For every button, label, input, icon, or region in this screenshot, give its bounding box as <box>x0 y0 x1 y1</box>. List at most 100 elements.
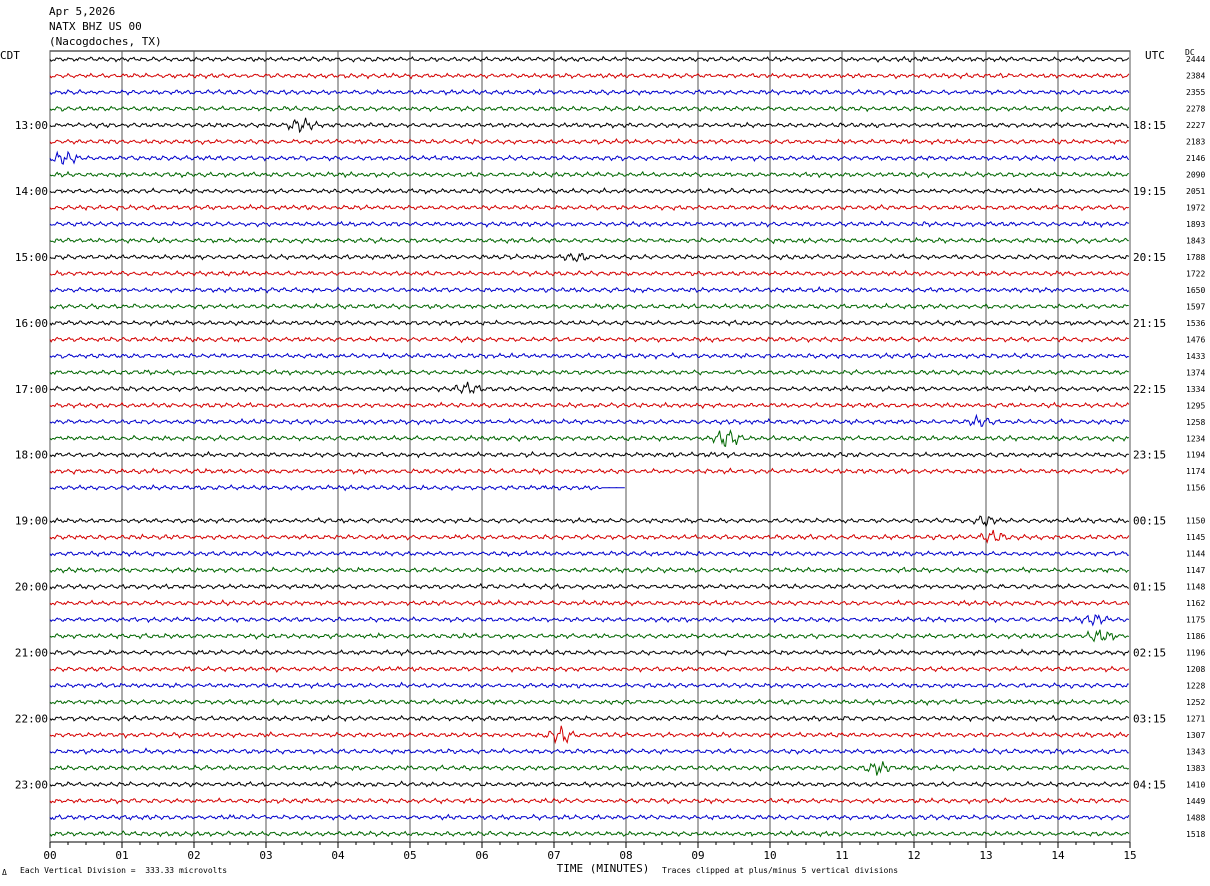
x-tick-label: 12 <box>907 849 920 862</box>
left-hour-label: 21:00 <box>15 646 48 659</box>
right-hour-label: 22:15 <box>1133 383 1166 396</box>
dc-value-label: 1488 <box>1186 813 1205 822</box>
left-timezone-label: CDT <box>0 49 20 62</box>
dc-value-label: 1893 <box>1186 220 1205 229</box>
right-hour-label: 20:15 <box>1133 251 1166 264</box>
dc-value-label: 1650 <box>1186 286 1205 295</box>
seismic-trace <box>49 72 1130 80</box>
dc-value-label: 1258 <box>1186 418 1205 427</box>
dc-value-label: 2090 <box>1186 171 1205 180</box>
dc-value-label: 2355 <box>1186 88 1205 97</box>
x-tick-label: 14 <box>1051 849 1065 862</box>
seismic-trace <box>49 302 1129 311</box>
dc-value-label: 1145 <box>1186 533 1205 542</box>
dc-value-label: 1433 <box>1186 352 1205 361</box>
dc-value-label: 1175 <box>1186 616 1205 625</box>
x-tick-label: 13 <box>979 849 992 862</box>
left-hour-label: 13:00 <box>15 119 48 132</box>
dc-value-label: 1150 <box>1186 517 1205 526</box>
seismic-trace <box>49 88 1130 96</box>
dc-value-label: 1374 <box>1186 368 1205 377</box>
seismic-trace <box>49 369 1129 376</box>
seismic-trace <box>49 515 1130 528</box>
dc-value-label: 2183 <box>1186 138 1205 147</box>
left-hour-label: 14:00 <box>15 185 48 198</box>
dc-value-label: 1271 <box>1186 714 1205 723</box>
dc-value-label: 1156 <box>1186 484 1205 493</box>
seismic-trace <box>49 747 1129 756</box>
right-hour-label: 03:15 <box>1133 712 1166 725</box>
seismic-trace <box>49 550 1129 558</box>
seismic-trace <box>49 450 1129 459</box>
right-hour-label: 23:15 <box>1133 449 1166 462</box>
x-tick-label: 15 <box>1123 849 1136 862</box>
seismic-trace <box>49 599 1130 607</box>
seismic-trace <box>49 813 1130 821</box>
seismic-trace <box>49 117 1129 134</box>
dc-value-label: 2051 <box>1186 187 1205 196</box>
clip-note: Traces clipped at plus/minus 5 vertical … <box>662 866 899 875</box>
left-hour-label: 15:00 <box>15 251 48 264</box>
left-hour-label: 17:00 <box>15 383 48 396</box>
dc-value-label: 2227 <box>1186 121 1205 130</box>
left-hour-label: 16:00 <box>15 317 48 330</box>
seismic-trace <box>49 725 1129 745</box>
seismic-trace <box>49 401 1130 410</box>
x-tick-label: 10 <box>763 849 776 862</box>
dc-label: DC <box>1185 48 1195 57</box>
dc-value-label: 2384 <box>1186 72 1205 81</box>
dc-value-label: 1252 <box>1186 698 1205 707</box>
dc-value-label: 1147 <box>1186 566 1205 575</box>
right-hour-label: 02:15 <box>1133 646 1166 659</box>
x-tick-label: 08 <box>619 849 632 862</box>
dc-value-label: 1343 <box>1186 747 1205 756</box>
seismic-trace <box>49 614 1130 627</box>
x-tick-label: 07 <box>547 849 560 862</box>
seismic-trace <box>49 269 1130 278</box>
seismic-trace <box>49 252 1130 263</box>
seismic-trace <box>49 681 1129 690</box>
dc-value-label: 1194 <box>1186 451 1205 460</box>
right-hour-label: 00:15 <box>1133 515 1166 528</box>
seismic-trace <box>49 829 1130 838</box>
dc-value-label: 1536 <box>1186 319 1205 328</box>
dc-value-label: 1148 <box>1186 583 1205 592</box>
right-hour-label: 21:15 <box>1133 317 1166 330</box>
dc-value-label: 1843 <box>1186 237 1205 246</box>
x-tick-label: 02 <box>187 849 200 862</box>
scale-note: Each Vertical Division = 333.33 microvol… <box>20 866 228 875</box>
dc-value-label: 1144 <box>1186 550 1205 559</box>
dc-value-label: 1788 <box>1186 253 1205 262</box>
seismic-trace <box>49 429 1130 447</box>
seismic-trace <box>49 714 1130 723</box>
dc-value-label: 2146 <box>1186 154 1205 163</box>
seismic-trace <box>49 698 1130 707</box>
seismic-trace <box>49 319 1130 327</box>
x-tick-label: 00 <box>43 849 56 862</box>
seismic-trace <box>49 187 1130 195</box>
seismic-trace <box>49 648 1130 657</box>
dc-value-label: 1972 <box>1186 204 1205 213</box>
x-axis-label: TIME (MINUTES) <box>557 862 650 875</box>
seismic-trace <box>49 529 1130 544</box>
dc-value-label: 1174 <box>1186 467 1205 476</box>
dc-value-label: 1295 <box>1186 401 1205 410</box>
seismic-trace <box>49 467 1129 475</box>
right-hour-label: 19:15 <box>1133 185 1166 198</box>
seismic-trace <box>49 150 1130 165</box>
seismic-trace <box>49 797 1129 805</box>
dc-value-label: 1186 <box>1186 632 1205 641</box>
seismic-trace <box>49 170 1129 179</box>
right-hour-label: 18:15 <box>1133 119 1166 132</box>
x-tick-label: 04 <box>331 849 345 862</box>
corner-mark: Δ <box>2 868 7 877</box>
right-hour-label: 01:15 <box>1133 581 1166 594</box>
seismic-trace <box>49 236 1129 245</box>
seismic-trace <box>49 203 1129 212</box>
left-hour-label: 19:00 <box>15 515 48 528</box>
dc-value-label: 1196 <box>1186 648 1205 657</box>
right-hour-label: 04:15 <box>1133 778 1166 791</box>
seismic-trace <box>49 352 1129 360</box>
seismic-trace <box>49 55 1130 63</box>
